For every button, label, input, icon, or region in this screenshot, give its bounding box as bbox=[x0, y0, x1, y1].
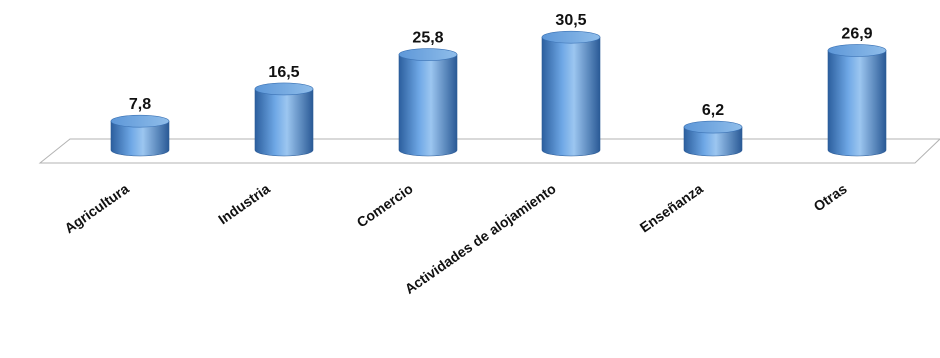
bar-agricultura bbox=[110, 114, 170, 157]
value-label-2: 25,8 bbox=[412, 30, 443, 47]
bar-actividades-de-alojamiento-body bbox=[541, 36, 601, 157]
bar-agricultura-body bbox=[110, 120, 170, 157]
value-label-1: 16,5 bbox=[268, 64, 299, 81]
category-label-3: Actividades de alojamiento bbox=[402, 180, 559, 297]
bar-industria-body bbox=[254, 88, 314, 157]
bar-otras-top bbox=[827, 44, 887, 57]
bar-comercio bbox=[398, 48, 458, 157]
bar-comercio-top bbox=[398, 48, 458, 61]
bar-industria bbox=[254, 82, 314, 157]
category-label-2: Comercio bbox=[354, 180, 416, 230]
category-label-0: Agricultura bbox=[61, 180, 132, 236]
category-label-1: Industria bbox=[215, 180, 273, 227]
bar-agricultura-top bbox=[110, 114, 170, 128]
value-label-4: 6,2 bbox=[702, 102, 724, 119]
chart-floor bbox=[38, 138, 940, 164]
category-label-4: Enseñanza bbox=[637, 180, 706, 235]
bar-otras bbox=[827, 44, 887, 157]
bar-ense-anza-top bbox=[683, 120, 743, 134]
value-label-3: 30,5 bbox=[555, 12, 586, 29]
value-labels-group: 7,8 16,5 25,8 30,5 6,2 26,9 bbox=[129, 12, 873, 119]
bars-group bbox=[110, 30, 887, 157]
bar-actividades-de-alojamiento bbox=[541, 30, 601, 157]
bar-ense-anza bbox=[683, 120, 743, 157]
category-label-5: Otras bbox=[811, 180, 850, 214]
value-label-0: 7,8 bbox=[129, 96, 151, 113]
value-label-5: 26,9 bbox=[841, 25, 872, 42]
bar-actividades-de-alojamiento-top bbox=[541, 30, 601, 44]
category-labels-group: Agricultura Industria ComercioActividades … bbox=[61, 180, 850, 297]
bar-ense-anza-body bbox=[683, 126, 743, 157]
bar-otras-body bbox=[827, 50, 887, 157]
bar-comercio-body bbox=[398, 54, 458, 157]
bar-industria-top bbox=[254, 82, 314, 96]
